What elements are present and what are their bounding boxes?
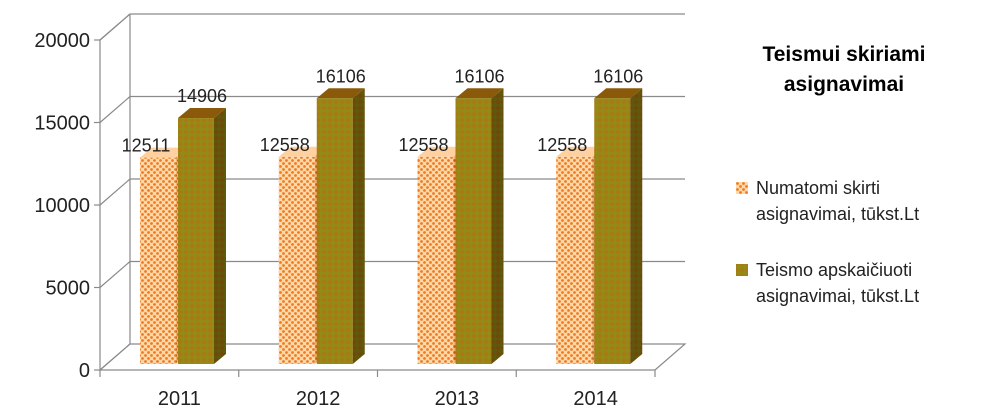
legend-label-series-2-line-1: Teismo apskaičiuoti <box>756 260 913 280</box>
x-tick-label-0: 2011 <box>158 388 201 410</box>
bar-top-1-2012 <box>316 88 365 99</box>
chart-title-line-2: asignavimai <box>783 73 905 96</box>
y-tick-label-2: 10000 <box>34 195 90 217</box>
data-label-0-2011: 12511 <box>122 136 171 156</box>
data-label-0-2014: 12558 <box>537 135 587 155</box>
bar-top-1-2013 <box>455 88 504 99</box>
x-tick-label-1: 2012 <box>296 388 341 410</box>
data-label-1-2014: 16106 <box>593 66 643 86</box>
chart-title-line-1: Teismui skiriami <box>762 43 926 66</box>
legend-label-series-2: Teismo apskaičiuoti asignavimai, tūkst.L… <box>756 257 982 309</box>
chart-title: Teismui skiriami asignavimai <box>724 40 964 100</box>
legend-swatch-series-1 <box>736 182 748 194</box>
y-tick-label-1: 5000 <box>46 278 91 300</box>
bar-top-1-2014 <box>594 88 643 99</box>
data-label-0-2013: 12558 <box>398 135 448 155</box>
gridline-wall-2 <box>99 178 131 206</box>
bar-side-1-2013 <box>491 88 504 364</box>
y-tick-label-3: 15000 <box>34 113 90 135</box>
bar-s2-2011 <box>178 118 214 365</box>
bar-side-1-2012 <box>352 88 365 364</box>
bar-s1-2012 <box>278 156 315 364</box>
gridline-wall-4 <box>99 13 131 41</box>
data-label-1-2012: 16106 <box>316 66 366 86</box>
legend-label-series-1-line-2: asignavimai, tūkst.Lt <box>756 204 920 224</box>
legend-swatch-series-2 <box>736 264 748 276</box>
bar-side-1-2014 <box>630 88 643 364</box>
data-label-1-2013: 16106 <box>454 66 504 86</box>
bar-s1-2014 <box>556 156 593 364</box>
bar-side-1-2011 <box>214 108 226 365</box>
bar-s2-2012 <box>316 98 353 364</box>
x-tick-label-3: 2014 <box>573 388 618 410</box>
y-tick-label-4: 20000 <box>34 30 90 52</box>
x-tick-label-2: 2013 <box>435 388 480 410</box>
bar-top-0-2011 <box>140 147 188 158</box>
bar-s1-2013 <box>417 156 454 364</box>
data-label-1-2011: 14906 <box>177 86 227 106</box>
legend-label-series-1: Numatomi skirti asignavimai, tūkst.Lt <box>756 175 982 227</box>
bar-top-1-2011 <box>178 108 226 119</box>
bar-s1-2011 <box>140 157 176 364</box>
bar-top-0-2012 <box>278 146 327 157</box>
legend-label-series-2-line-2: asignavimai, tūkst.Lt <box>756 286 920 306</box>
bar-s2-2014 <box>594 98 631 364</box>
y-tick-label-0: 0 <box>79 360 90 382</box>
gridline-wall-3 <box>99 96 131 123</box>
chart-floor <box>98 343 687 371</box>
gridline-wall-1 <box>99 261 131 288</box>
bar-s2-2013 <box>455 98 492 364</box>
bar-top-0-2014 <box>556 146 605 157</box>
legend-label-series-1-line-1: Numatomi skirti <box>756 178 881 198</box>
bar-top-0-2013 <box>417 146 466 157</box>
data-label-0-2012: 12558 <box>260 135 310 155</box>
